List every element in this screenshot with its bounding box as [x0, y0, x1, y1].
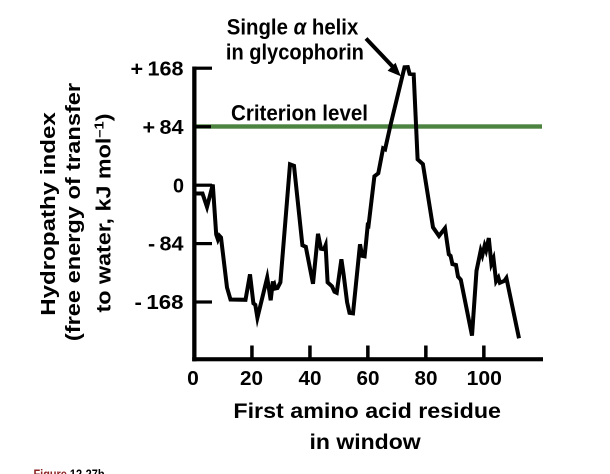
- svg-text:0: 0: [187, 367, 199, 390]
- svg-text:- 84: - 84: [148, 233, 184, 256]
- svg-text:to water, kJ mol–1): to water, kJ mol–1): [92, 114, 116, 313]
- svg-text:+ 168: + 168: [131, 58, 184, 81]
- svg-text:0: 0: [173, 175, 184, 198]
- svg-text:First amino acid residue: First amino acid residue: [233, 399, 501, 423]
- svg-text:Single α helix: Single α helix: [227, 15, 359, 40]
- svg-text:in glycophorin: in glycophorin: [226, 40, 364, 65]
- svg-text:Figure 12-27b: Figure 12-27b: [34, 468, 105, 474]
- svg-text:100: 100: [467, 367, 502, 390]
- svg-text:40: 40: [299, 367, 322, 390]
- svg-text:- 168: - 168: [135, 291, 184, 314]
- svg-text:60: 60: [357, 367, 380, 390]
- svg-text:Criterion level: Criterion level: [231, 100, 368, 125]
- svg-text:20: 20: [240, 367, 263, 390]
- svg-text:in window: in window: [310, 430, 421, 454]
- svg-text:Hydropathy index: Hydropathy index: [37, 111, 60, 315]
- svg-text:+ 84: + 84: [143, 116, 185, 139]
- svg-text:80: 80: [415, 367, 438, 390]
- svg-text:(free energy of transfer: (free energy of transfer: [62, 83, 85, 341]
